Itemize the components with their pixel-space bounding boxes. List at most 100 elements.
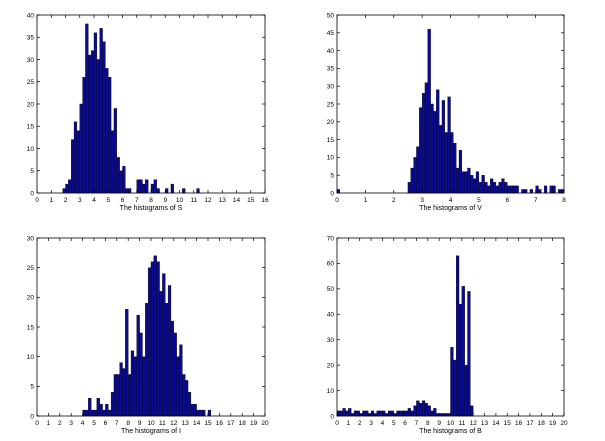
histogram-bar xyxy=(436,89,440,194)
histogram-bar xyxy=(190,403,194,417)
x-tick-label: 16 xyxy=(261,197,269,204)
histogram-bar xyxy=(153,255,157,417)
histogram-bar xyxy=(139,332,143,417)
histogram-bar xyxy=(119,362,123,417)
histogram-bar xyxy=(342,408,346,417)
x-tick-label: 0 xyxy=(35,420,39,427)
y-tick-label: 50 xyxy=(327,286,335,293)
histogram-bar xyxy=(110,130,115,194)
histogram-bar xyxy=(421,400,426,417)
histogram-bar xyxy=(558,189,562,194)
x-tick-label: 10 xyxy=(176,197,184,204)
histogram-bar xyxy=(336,410,341,417)
histogram-bar xyxy=(119,170,123,194)
histogram-bar xyxy=(416,400,420,417)
histogram-bar xyxy=(113,108,117,194)
histogram-bar xyxy=(529,189,533,194)
histogram-bar xyxy=(365,410,369,417)
histogram-bar xyxy=(458,150,463,194)
histogram-bar xyxy=(122,368,126,417)
histogram-bar xyxy=(128,188,132,194)
x-tick-label: 8 xyxy=(126,420,130,427)
histogram-bar xyxy=(521,189,525,194)
x-tick-label: 9 xyxy=(138,420,142,427)
histogram-bar xyxy=(362,410,366,417)
histogram-bar xyxy=(150,261,155,417)
histogram-bar xyxy=(170,320,174,417)
subplot-s: 0 1 2 3 4 5 6 7 8 9 10 11 12 13 14 15 160510152025303540… xyxy=(27,12,269,212)
x-tick-label: 13 xyxy=(481,420,489,427)
histogram-bar xyxy=(139,179,143,194)
x-tick-label: 20 xyxy=(261,420,269,427)
histogram-bar xyxy=(424,82,428,194)
histogram-bar xyxy=(427,29,431,194)
histogram-bar xyxy=(202,409,206,417)
histogram-bar xyxy=(461,286,465,417)
x-tick-label: 4 xyxy=(81,420,85,427)
histogram-bar xyxy=(125,309,129,417)
x-tick-label: 11 xyxy=(190,197,197,204)
histogram-bar xyxy=(130,350,135,417)
histogram-bar xyxy=(419,403,423,417)
histogram-bar xyxy=(484,182,488,194)
histogram-bar xyxy=(99,28,103,194)
histogram-bar xyxy=(353,410,358,417)
histogram-bar xyxy=(82,77,86,194)
histogram-bar xyxy=(390,410,394,417)
y-tick-label: 30 xyxy=(27,235,35,242)
y-tick-label: 70 xyxy=(327,235,335,242)
histogram-bar xyxy=(413,157,417,194)
x-tick-label: 15 xyxy=(204,420,212,427)
histogram-bar xyxy=(96,59,100,194)
histogram-bar xyxy=(167,285,172,417)
histogram-bar xyxy=(336,189,341,194)
histogram-bar xyxy=(105,403,109,417)
histogram-bar xyxy=(379,410,383,417)
histogram-bar xyxy=(142,356,146,417)
histogram-bar xyxy=(404,410,409,417)
x-tick-label: 14 xyxy=(193,420,201,427)
histogram-bar xyxy=(410,410,414,417)
y-tick-label: 10 xyxy=(27,146,35,153)
x-tick-label: 7 xyxy=(135,197,139,204)
x-tick-label: 9 xyxy=(163,197,167,204)
histogram-bar xyxy=(427,405,431,417)
histogram-bar xyxy=(108,409,112,417)
x-axis-label: The histograms of B xyxy=(419,428,482,435)
histogram-bar xyxy=(407,182,411,194)
histogram-bar xyxy=(90,409,95,417)
histogram-bar xyxy=(464,171,468,194)
histogram-bar xyxy=(396,410,400,417)
histogram-bar xyxy=(170,183,174,194)
histogram-bar xyxy=(147,267,152,417)
histogram-bar xyxy=(450,347,454,417)
histogram-bar xyxy=(467,291,471,417)
x-tick-label: 1 xyxy=(347,420,351,427)
histogram-bar xyxy=(495,185,499,194)
x-tick-label: 4 xyxy=(92,197,96,204)
histogram-bar xyxy=(88,398,92,417)
histogram-bar xyxy=(182,188,186,194)
histogram-bar xyxy=(85,409,89,417)
x-axis-label: The histograms of S xyxy=(120,205,183,212)
histogram-bar xyxy=(504,182,508,194)
y-tick-label: 40 xyxy=(27,12,35,19)
histogram-bar xyxy=(356,410,360,417)
histogram-bar xyxy=(498,182,502,194)
x-tick-label: 5 xyxy=(106,197,110,204)
histogram-bar xyxy=(116,157,120,194)
x-tick-label: 2 xyxy=(358,420,362,427)
x-tick-label: 15 xyxy=(504,420,512,427)
histogram-bar xyxy=(430,410,434,417)
y-tick-label: 20 xyxy=(327,119,335,126)
histogram-bar xyxy=(79,103,83,194)
y-tick-label: 25 xyxy=(327,101,335,108)
y-tick-label: 0 xyxy=(330,413,334,420)
histogram-bar xyxy=(99,403,103,417)
y-tick-label: 15 xyxy=(27,124,35,131)
x-tick-label: 13 xyxy=(219,197,227,204)
histogram-bar xyxy=(509,185,514,194)
